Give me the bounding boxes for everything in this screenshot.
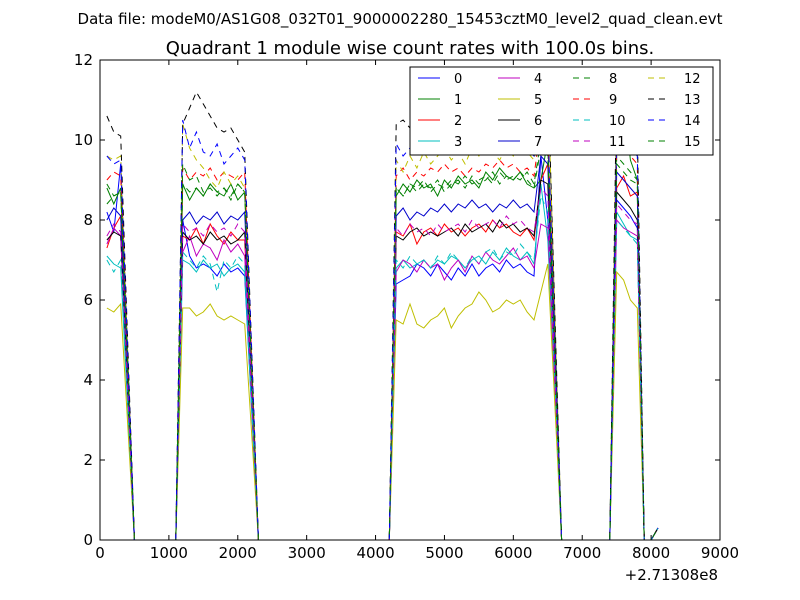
- legend-frame: [409, 66, 714, 156]
- chart-title: Quadrant 1 module wise count rates with …: [166, 38, 655, 59]
- series-line-10: [106, 194, 659, 540]
- x-offset-label: +2.71308e8: [625, 566, 718, 584]
- series-line-0: [106, 155, 659, 540]
- y-tick-label: 12: [74, 51, 93, 69]
- series-line-5: [106, 263, 659, 540]
- legend-label-0: 0: [454, 72, 462, 87]
- legend-label-6: 6: [534, 114, 542, 129]
- y-tick-label: 8: [83, 211, 93, 229]
- series-line-13: [106, 75, 659, 540]
- y-tick-label: 6: [83, 291, 93, 309]
- series-line-7: [106, 154, 659, 540]
- legend-label-12: 12: [684, 72, 701, 87]
- legend-label-15: 15: [684, 135, 701, 150]
- x-tick-label: 9000: [701, 544, 739, 562]
- y-tick-label: 2: [83, 451, 93, 469]
- axes-frame: [99, 59, 721, 541]
- legend-label-10: 10: [609, 114, 626, 129]
- x-tick-label: 1000: [150, 544, 188, 562]
- x-tick-label: 0: [95, 544, 105, 562]
- legend-label-9: 9: [609, 93, 617, 108]
- x-tick-label: 6000: [494, 544, 532, 562]
- series-line-8: [106, 138, 659, 540]
- x-tick-label: 7000: [563, 544, 601, 562]
- legend-label-13: 13: [684, 93, 701, 108]
- y-tick-label: 10: [74, 131, 93, 149]
- ticks-layer: 0 1000 2000 3000 4000 5000 6000 7000 8000 9000 0 2 4…: [74, 51, 739, 562]
- legend-label-4: 4: [534, 72, 542, 87]
- legend-label-11: 11: [609, 135, 626, 150]
- x-tick-label: 4000: [356, 544, 394, 562]
- legend-label-3: 3: [454, 135, 462, 150]
- series-line-15: [106, 146, 659, 540]
- legend-label-8: 8: [609, 72, 617, 87]
- legend-label-1: 1: [454, 93, 462, 108]
- legend-label-14: 14: [684, 114, 701, 129]
- series-line-6: [106, 179, 659, 540]
- series-line-11: [106, 186, 659, 540]
- series-line-9: [106, 122, 659, 540]
- x-tick-label: 8000: [632, 544, 670, 562]
- legend-label-7: 7: [534, 135, 542, 150]
- y-tick-label: 4: [83, 371, 93, 389]
- x-tick-label: 5000: [425, 544, 463, 562]
- legend-label-5: 5: [534, 93, 542, 108]
- legend-label-2: 2: [454, 114, 462, 129]
- x-tick-label: 3000: [288, 544, 326, 562]
- figure-suptitle: Data file: modeM0/AS1G08_032T01_90000022…: [78, 10, 723, 29]
- y-tick-label: 0: [83, 531, 93, 549]
- x-tick-label: 2000: [219, 544, 257, 562]
